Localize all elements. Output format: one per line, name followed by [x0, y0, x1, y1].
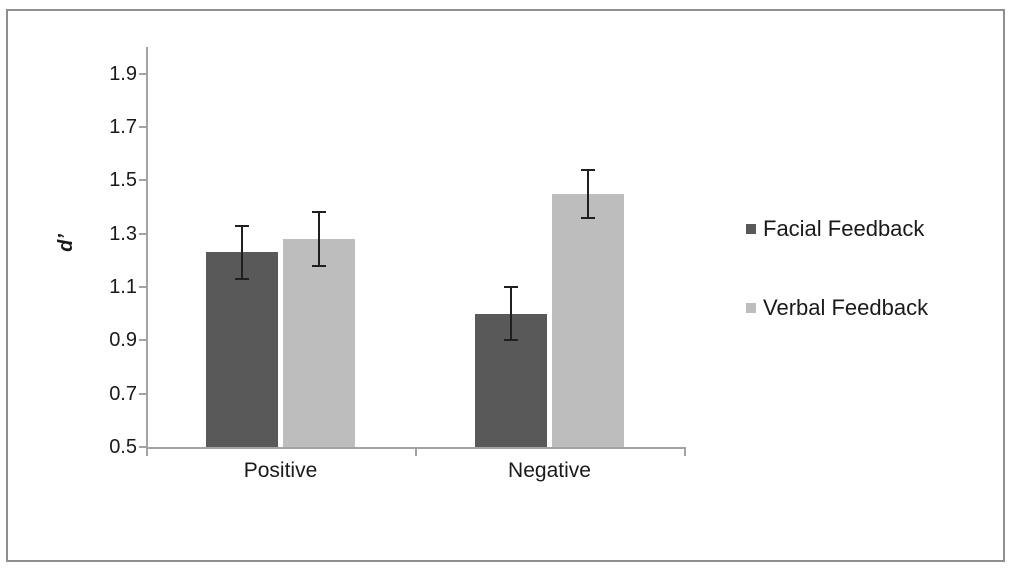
y-tick-label: 1.5 [109, 169, 137, 192]
y-axis-line [146, 47, 148, 449]
legend-marker-facial-feedback [746, 224, 756, 234]
error-cap-top-facial-feedback-negative [504, 286, 518, 288]
chart-border-frame [6, 9, 1005, 562]
error-cap-bottom-verbal-feedback-positive [312, 264, 326, 267]
y-axis-tick [139, 286, 146, 288]
y-tick-label: 1.7 [109, 116, 137, 138]
error-cap-bottom-facial-feedback-negative [504, 339, 518, 342]
legend-label-verbal-feedback: Verbal Feedback [763, 295, 929, 320]
error-bar-facial-feedback-positive [241, 225, 243, 279]
y-axis-tick [139, 72, 146, 75]
legend-item-verbal-feedback: Verbal Feedback [746, 295, 928, 321]
y-tick-label: 0.9 [109, 329, 137, 352]
legend-marker-verbal-feedback [746, 303, 756, 313]
y-tick-label: 1.9 [109, 62, 137, 85]
error-bar-facial-feedback-negative [510, 287, 512, 341]
error-cap-bottom-facial-feedback-positive [235, 278, 249, 280]
legend-item-facial-feedback: Facial Feedback [746, 216, 924, 242]
error-cap-top-verbal-feedback-negative [581, 168, 595, 171]
error-cap-bottom-verbal-feedback-negative [581, 216, 595, 219]
y-tick-label: 0.7 [109, 382, 137, 405]
x-axis-tick [146, 447, 148, 456]
y-axis-tick [139, 339, 146, 342]
error-cap-top-verbal-feedback-positive [312, 211, 326, 214]
bar-verbal-feedback-negative [552, 193, 624, 447]
x-category-label-negative: Negative [508, 459, 591, 482]
y-axis-tick [139, 179, 146, 182]
error-bar-verbal-feedback-negative [587, 169, 589, 218]
bar-verbal-feedback-positive [283, 239, 355, 447]
y-axis-title: d’ [55, 234, 77, 252]
y-axis-tick [139, 126, 146, 128]
error-bar-verbal-feedback-positive [318, 212, 320, 266]
y-axis-tick [139, 232, 146, 235]
y-tick-label: 1.1 [109, 276, 137, 298]
legend-label-facial-feedback: Facial Feedback [763, 216, 925, 241]
y-tick-label: 0.5 [109, 436, 137, 458]
bar-facial-feedback-positive [206, 252, 278, 447]
error-cap-top-facial-feedback-positive [235, 224, 249, 227]
x-category-label-positive: Positive [243, 459, 318, 482]
y-axis-tick [139, 392, 146, 395]
x-axis-tick [684, 447, 686, 456]
y-tick-label: 1.3 [109, 222, 137, 245]
y-axis-tick [139, 446, 146, 448]
x-axis-tick [415, 447, 417, 456]
